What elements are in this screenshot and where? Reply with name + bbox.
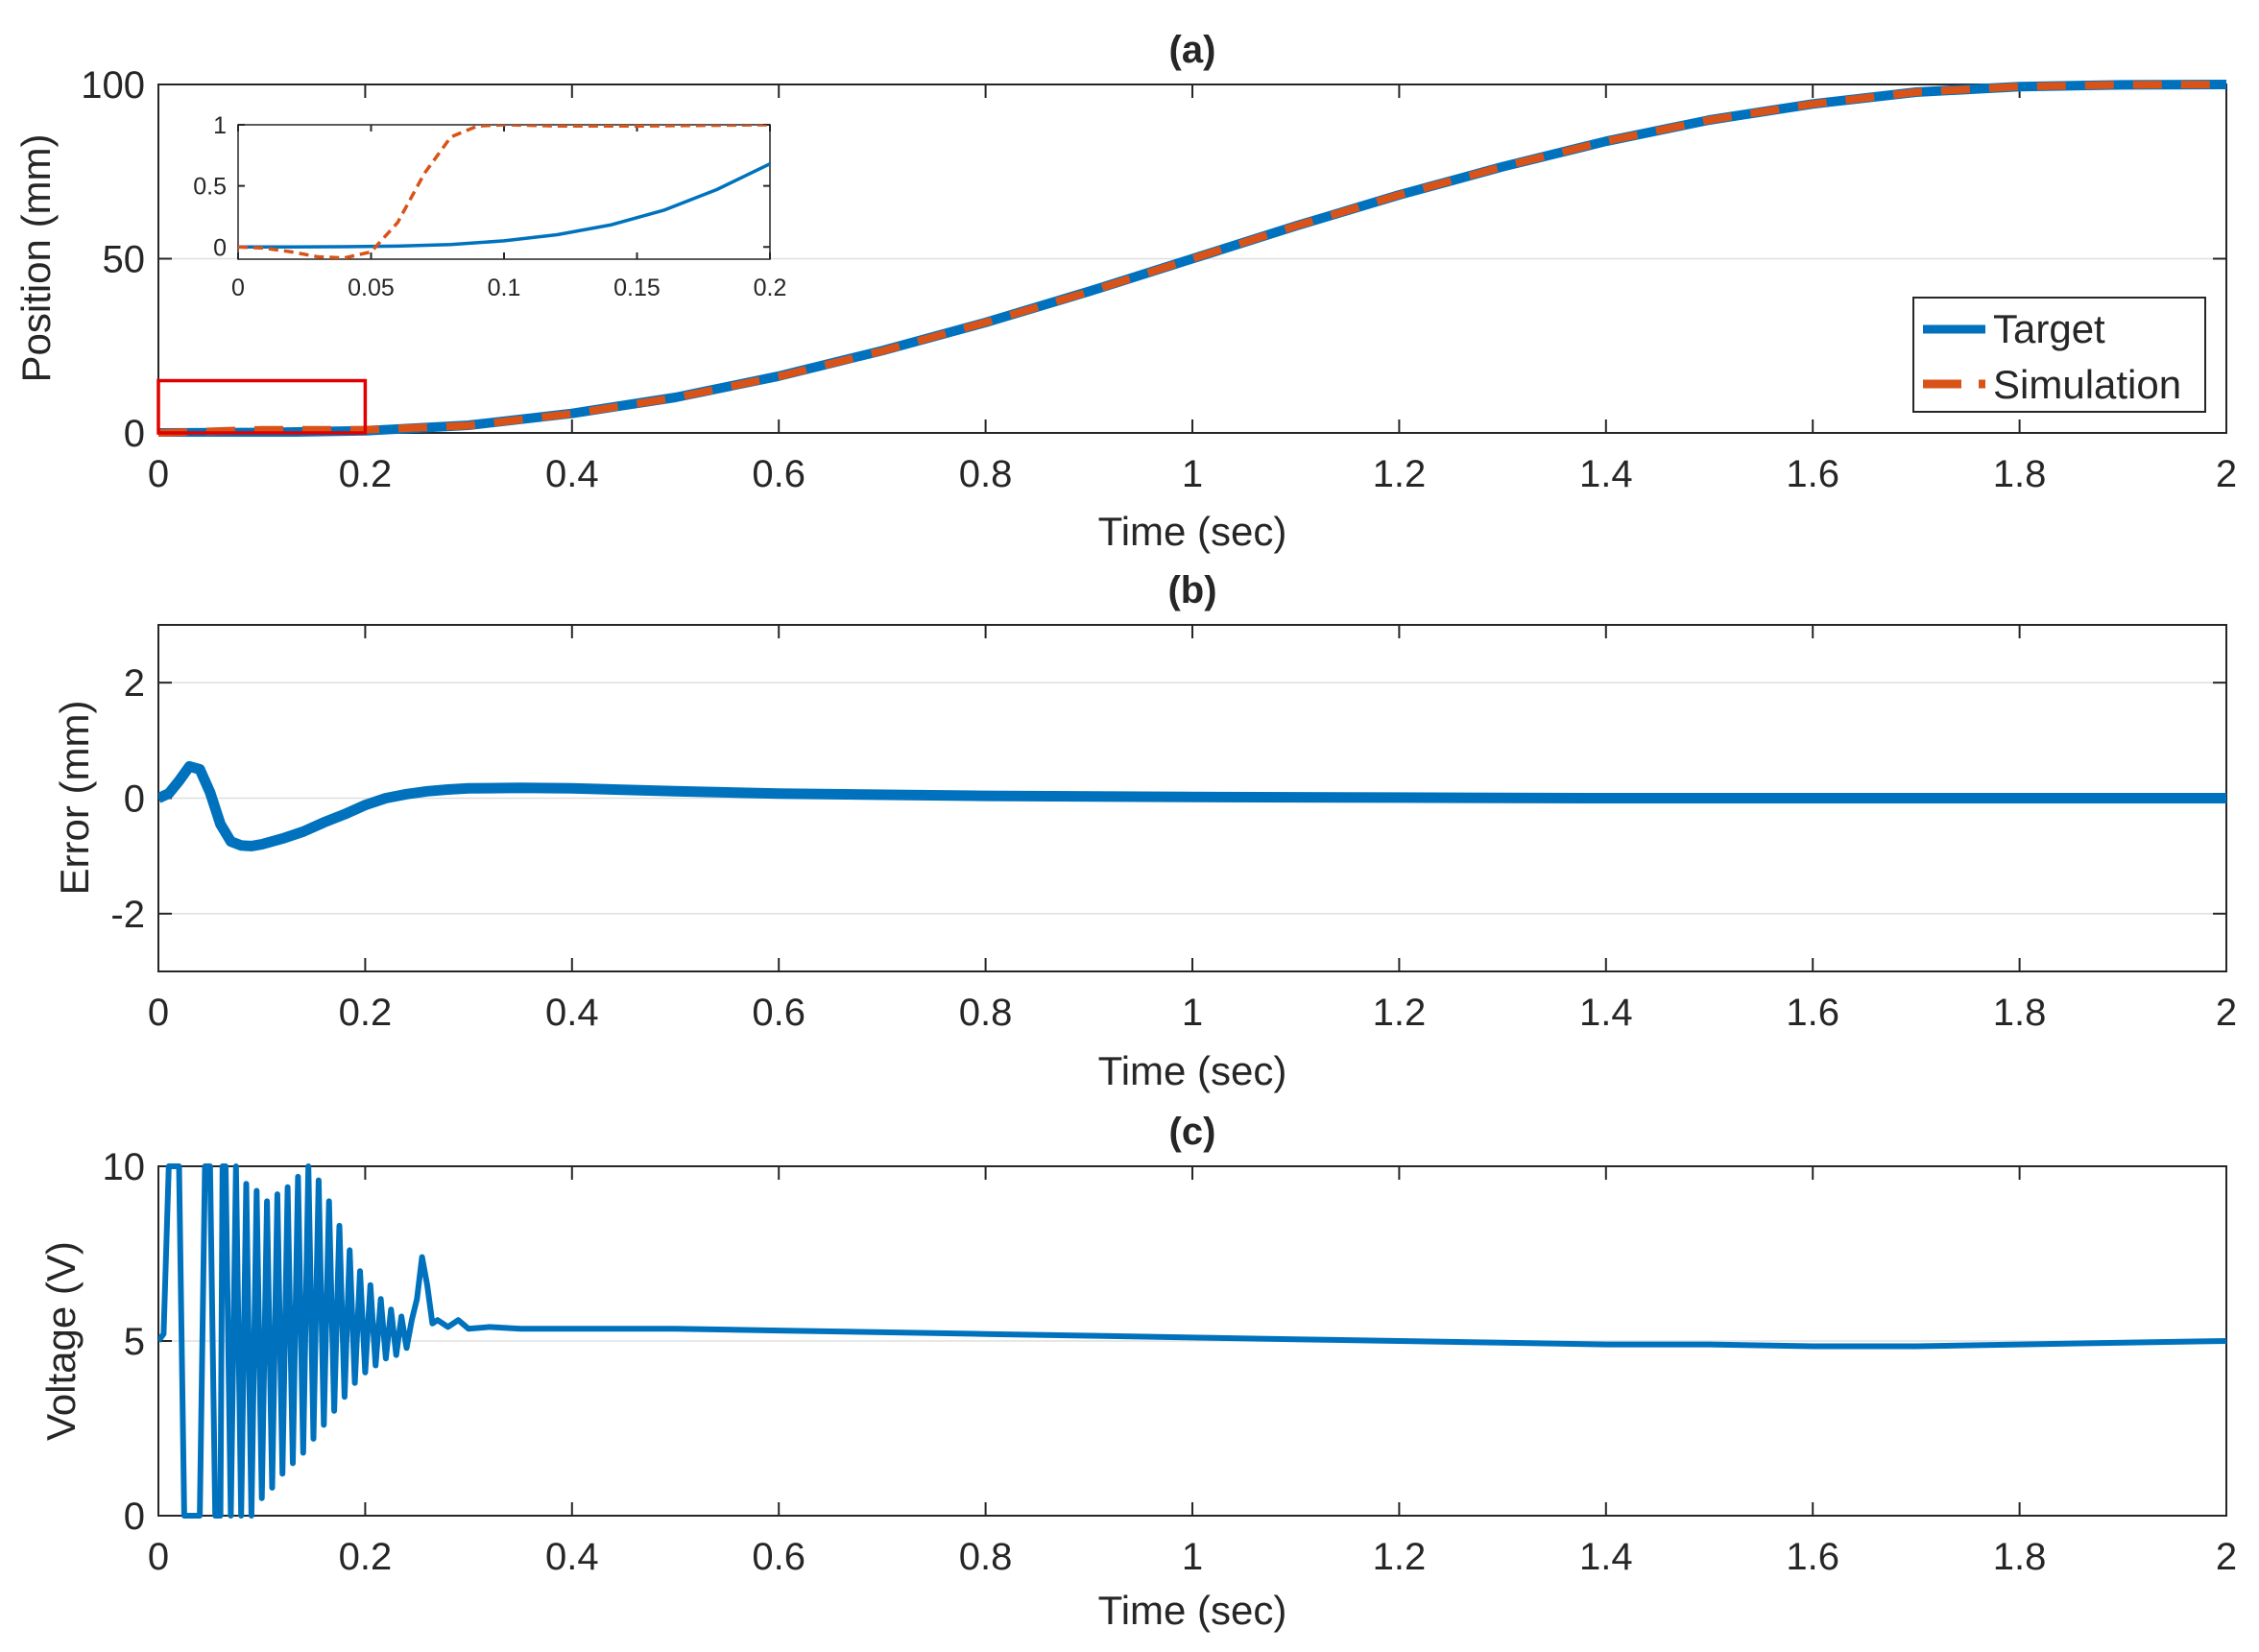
legend-label-simulation: Simulation: [1993, 362, 2181, 407]
y-tick-label: 50: [103, 239, 146, 281]
x-tick-label: 0.6: [752, 992, 805, 1034]
x-tick-label: 1: [1182, 992, 1203, 1034]
y-tick-label: 2: [124, 662, 145, 705]
x-tick-label: 2: [2216, 1536, 2237, 1578]
series-line-simulation: [158, 81, 2226, 437]
inset: 0 0.5 1 0 0.05 0.1 0.15 0.2: [193, 112, 786, 301]
panel-c-ticks: 0 5 10 0 0.2 0.4 0.6 0.8 1 1.2 1.4 1.6 1.8 2: [103, 1146, 2238, 1578]
panel-c-xlabel: Time (sec): [1098, 1588, 1287, 1633]
x-tick-label: 0.8: [959, 1536, 1013, 1578]
inset-ticks: 0 0.5 1 0 0.05 0.1 0.15 0.2: [193, 112, 786, 301]
panel-c-lines: [158, 1163, 2226, 1519]
x-tick-label: 0.4: [545, 453, 599, 495]
series-line-simulation: [238, 125, 770, 259]
x-tick-label: 0.4: [545, 1536, 599, 1578]
panel-b: (b) -2 0 2 0 0.2 0.4 0.6 0.8 1 1.2 1.4 1.6 1.8 2 Time…: [52, 569, 2237, 1093]
y-tick-label: 1: [213, 112, 227, 139]
panel-b-ylabel: Error (mm): [52, 701, 97, 896]
x-tick-label: 0.1: [488, 275, 521, 301]
x-tick-label: 0.6: [752, 453, 805, 495]
x-tick-label: 1.4: [1579, 992, 1633, 1034]
series-line-target: [238, 162, 770, 250]
panel-a-title: (a): [1169, 29, 1216, 71]
x-tick-label: 0.4: [545, 992, 599, 1034]
panel-a-xlabel: Time (sec): [1098, 509, 1287, 554]
y-tick-label: 10: [103, 1146, 146, 1188]
x-tick-label: 1.2: [1373, 1536, 1427, 1578]
x-tick-label: 0.15: [613, 275, 661, 301]
legend-box: [1912, 297, 2206, 413]
x-tick-label: 0: [148, 1536, 169, 1578]
x-tick-label: 0.2: [339, 1536, 393, 1578]
x-tick-label: 1.6: [1786, 1536, 1839, 1578]
x-tick-label: 1: [1182, 1536, 1203, 1578]
x-tick-label: 0: [148, 992, 169, 1034]
y-tick-label: 5: [124, 1321, 145, 1363]
panel-a-ylabel: Position (mm): [13, 133, 59, 382]
y-tick-label: 0: [124, 413, 145, 455]
x-tick-label: 0.8: [959, 453, 1013, 495]
legend: Target Simulation: [1912, 297, 2206, 413]
series-line-main: [158, 1163, 2226, 1519]
x-tick-label: 0.2: [339, 453, 393, 495]
x-tick-label: 1.8: [1993, 1536, 2047, 1578]
panel-b-lines: [158, 760, 2226, 851]
y-tick-label: 0: [124, 1496, 145, 1538]
inset-lines: [238, 125, 770, 259]
x-tick-label: 0.2: [754, 275, 787, 301]
legend-label-target: Target: [1993, 306, 2105, 351]
x-tick-label: 2: [2216, 453, 2237, 495]
y-tick-label: -2: [110, 894, 145, 936]
panel-b-title: (b): [1167, 569, 1216, 611]
x-tick-label: 0: [231, 275, 245, 301]
x-tick-label: 2: [2216, 992, 2237, 1034]
x-tick-label: 1.8: [1993, 453, 2047, 495]
y-tick-label: 100: [81, 64, 145, 107]
panel-c-title: (c): [1169, 1111, 1216, 1153]
panel-c: (c) 0 5 10 0 0.2 0.4 0.6 0.8 1 1.2 1.4 1.6 1.8 2 Time…: [38, 1111, 2237, 1633]
inset-axes-box: [237, 124, 771, 260]
x-tick-label: 0.6: [752, 1536, 805, 1578]
series-line-main: [158, 760, 2226, 851]
x-tick-label: 0: [148, 453, 169, 495]
panel-b-xlabel: Time (sec): [1098, 1048, 1287, 1093]
y-tick-label: 0: [213, 234, 227, 261]
x-tick-label: 1.2: [1373, 453, 1427, 495]
x-tick-label: 0.8: [959, 992, 1013, 1034]
panel-a-lines: [158, 80, 2226, 437]
x-tick-label: 1.6: [1786, 992, 1839, 1034]
x-tick-label: 1.4: [1579, 1536, 1633, 1578]
y-tick-label: 0: [124, 778, 145, 821]
panel-c-ylabel: Voltage (V): [38, 1241, 84, 1441]
x-tick-label: 1.6: [1786, 453, 1839, 495]
x-tick-label: 1.2: [1373, 992, 1427, 1034]
x-tick-label: 0.05: [348, 275, 395, 301]
panel-b-ticks: -2 0 2 0 0.2 0.4 0.6 0.8 1 1.2 1.4 1.6 1.8 2: [110, 625, 2237, 1034]
x-tick-label: 1.8: [1993, 992, 2047, 1034]
x-tick-label: 1: [1182, 453, 1203, 495]
x-tick-label: 1.4: [1579, 453, 1633, 495]
y-tick-label: 0.5: [193, 174, 227, 201]
x-tick-label: 0.2: [339, 992, 393, 1034]
zoom-region-box: [156, 378, 368, 435]
